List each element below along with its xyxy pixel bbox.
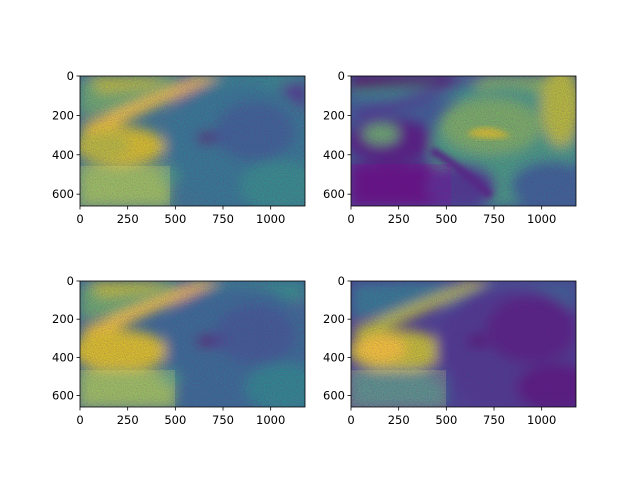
y-tick-label: 0 bbox=[338, 274, 345, 288]
subplot-top-right: 0 250 500 750 1000 0 200 400 600 bbox=[323, 66, 591, 226]
x-tick-label: 0 bbox=[76, 413, 83, 427]
x-tick-label: 0 bbox=[76, 212, 83, 226]
x-tick-label: 250 bbox=[388, 212, 410, 226]
heatmap-image bbox=[348, 281, 596, 412]
y-tick-label: 0 bbox=[67, 69, 74, 83]
x-tick-label: 500 bbox=[435, 413, 457, 427]
x-tick-label: 500 bbox=[164, 413, 186, 427]
heatmap-image bbox=[346, 66, 591, 211]
y-tick-label: 400 bbox=[323, 148, 345, 162]
y-tick-label: 600 bbox=[52, 389, 74, 403]
x-tick-label: 500 bbox=[435, 212, 457, 226]
y-tick-label: 600 bbox=[323, 389, 345, 403]
y-tick-label: 0 bbox=[67, 274, 74, 288]
y-tick-label: 200 bbox=[52, 312, 74, 326]
x-tick-label: 750 bbox=[212, 212, 234, 226]
x-tick-label: 250 bbox=[117, 212, 139, 226]
axes-frame bbox=[350, 75, 577, 207]
subplot-bottom-right: 0 250 500 750 1000 0 200 400 600 bbox=[323, 274, 596, 427]
y-tick-label: 600 bbox=[323, 187, 345, 201]
x-tick-label: 1000 bbox=[527, 212, 556, 226]
y-tick-label: 600 bbox=[52, 187, 74, 201]
y-tick-label: 400 bbox=[52, 350, 74, 364]
x-tick-label: 500 bbox=[164, 212, 186, 226]
heatmap-image bbox=[75, 76, 320, 211]
axes-frame bbox=[79, 280, 306, 408]
x-tick-label: 250 bbox=[388, 413, 410, 427]
x-tick-label: 750 bbox=[212, 413, 234, 427]
heatmap-image bbox=[72, 281, 325, 412]
x-tick-label: 0 bbox=[347, 413, 354, 427]
y-tick-label: 200 bbox=[323, 108, 345, 122]
axes-frame bbox=[79, 75, 306, 207]
x-tick-label: 1000 bbox=[256, 413, 285, 427]
y-tick-label: 400 bbox=[52, 148, 74, 162]
y-tick-label: 200 bbox=[52, 108, 74, 122]
x-tick-label: 750 bbox=[483, 212, 505, 226]
x-tick-label: 750 bbox=[483, 413, 505, 427]
x-tick-label: 1000 bbox=[527, 413, 556, 427]
y-tick-label: 0 bbox=[338, 69, 345, 83]
subplot-bottom-left: 0 250 500 750 1000 0 200 400 600 bbox=[52, 274, 325, 427]
y-tick-label: 200 bbox=[323, 312, 345, 326]
y-tick-label: 400 bbox=[323, 350, 345, 364]
x-tick-label: 0 bbox=[347, 212, 354, 226]
x-tick-label: 250 bbox=[117, 413, 139, 427]
x-tick-label: 1000 bbox=[256, 212, 285, 226]
axes-frame bbox=[350, 280, 577, 408]
subplot-top-left: 0 250 500 750 1000 0 200 400 600 bbox=[52, 69, 320, 226]
